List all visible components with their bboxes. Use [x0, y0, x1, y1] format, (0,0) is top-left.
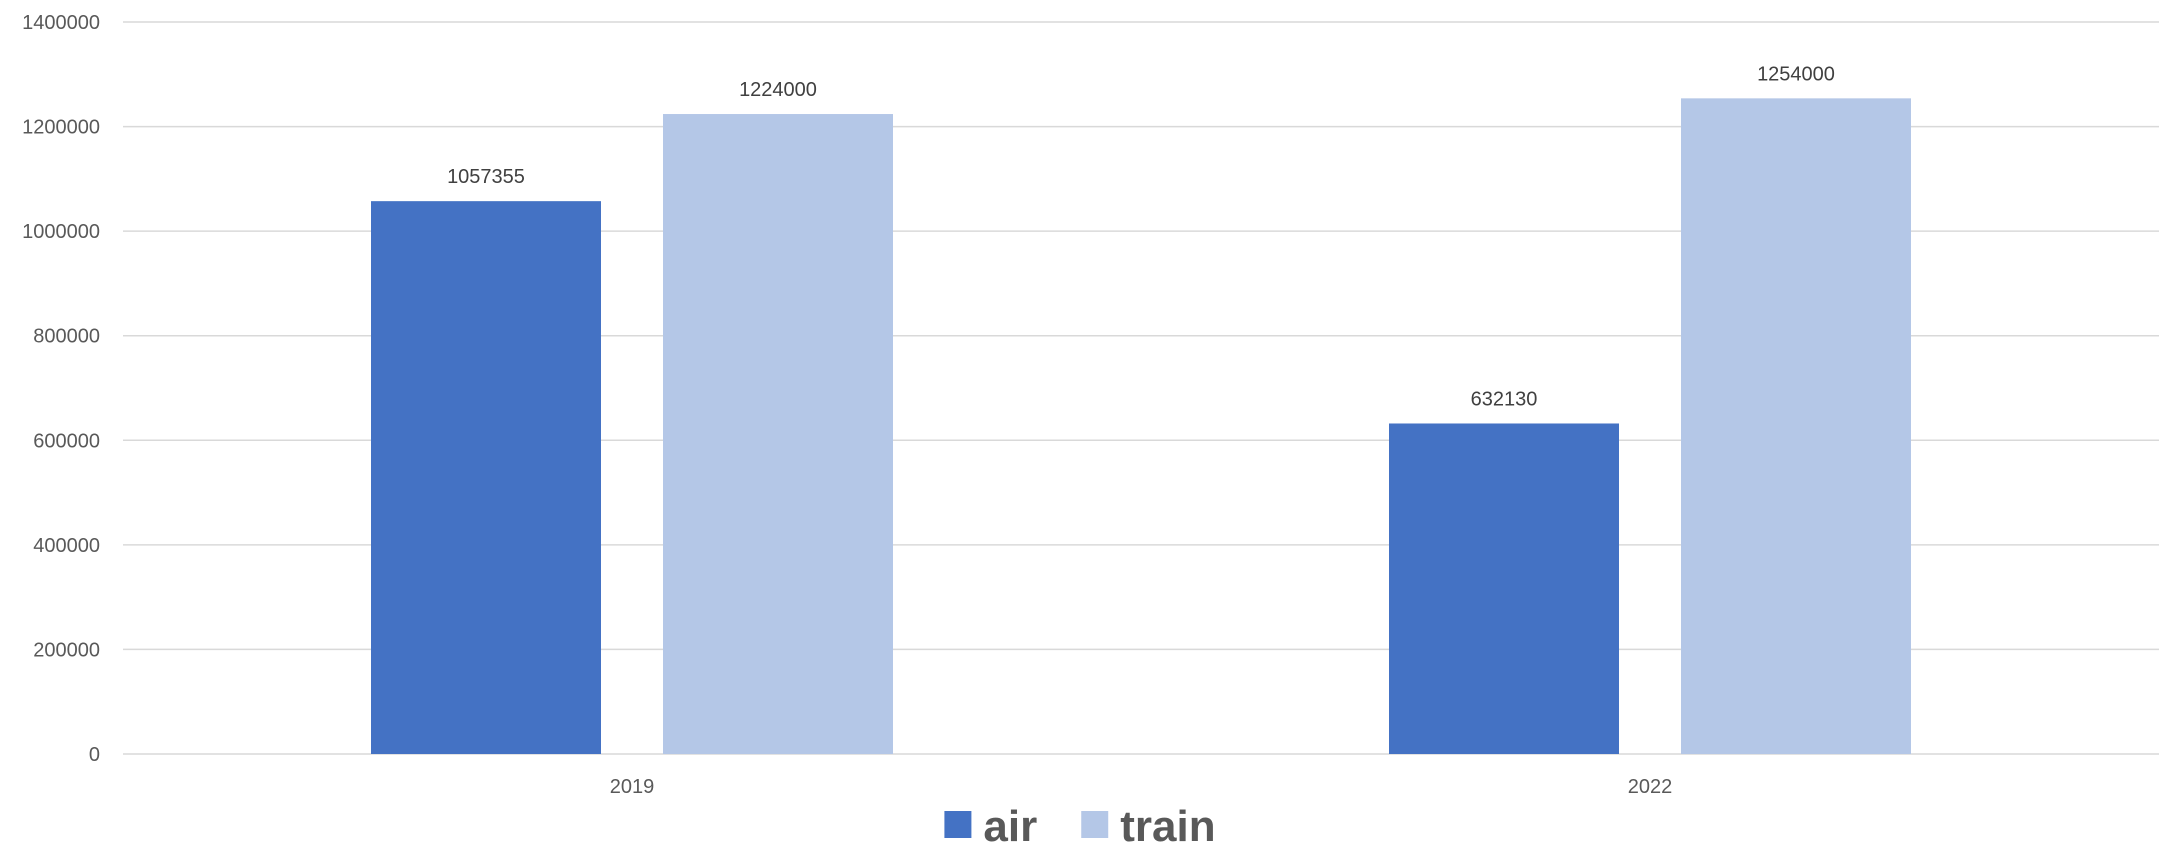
data-label-train-2022: 1254000: [1757, 63, 1835, 85]
bar-air-2019: [371, 201, 601, 754]
legend: air train: [944, 802, 1216, 851]
x-tick-label: 2019: [610, 776, 655, 798]
y-tick-label: 800000: [33, 326, 100, 348]
y-tick-label: 0: [89, 744, 100, 766]
y-tick-label: 600000: [33, 430, 100, 452]
bars: [371, 98, 1911, 755]
legend-item-train: train: [1081, 802, 1216, 851]
x-tick-label: 2022: [1628, 776, 1673, 798]
legend-swatch: [944, 811, 972, 838]
legend-item-air: air: [944, 802, 1037, 851]
y-tick-label: 400000: [33, 535, 100, 557]
y-tick-label: 1400000: [22, 12, 100, 34]
data-label-air-2022: 632130: [1471, 388, 1538, 410]
y-axis-tick-labels: 0 200000 400000 600000 800000 1000000 1200000 1…: [22, 12, 100, 766]
bar-air-2022: [1389, 423, 1619, 754]
legend-swatch: [1081, 811, 1109, 838]
y-tick-label: 1200000: [22, 117, 100, 139]
legend-label: air: [983, 802, 1037, 851]
x-axis-category-labels: 2019 2022: [610, 776, 1673, 798]
data-label-air-2019: 1057355: [447, 166, 525, 188]
bar-train-2022: [1681, 98, 1911, 754]
bar-train-2019: [663, 114, 893, 755]
legend-label: train: [1120, 802, 1215, 851]
y-tick-label: 200000: [33, 639, 100, 661]
data-labels: 1057355 1224000 632130 1254000: [447, 63, 1835, 410]
data-label-train-2019: 1224000: [739, 79, 817, 101]
y-tick-label: 1000000: [22, 221, 100, 243]
